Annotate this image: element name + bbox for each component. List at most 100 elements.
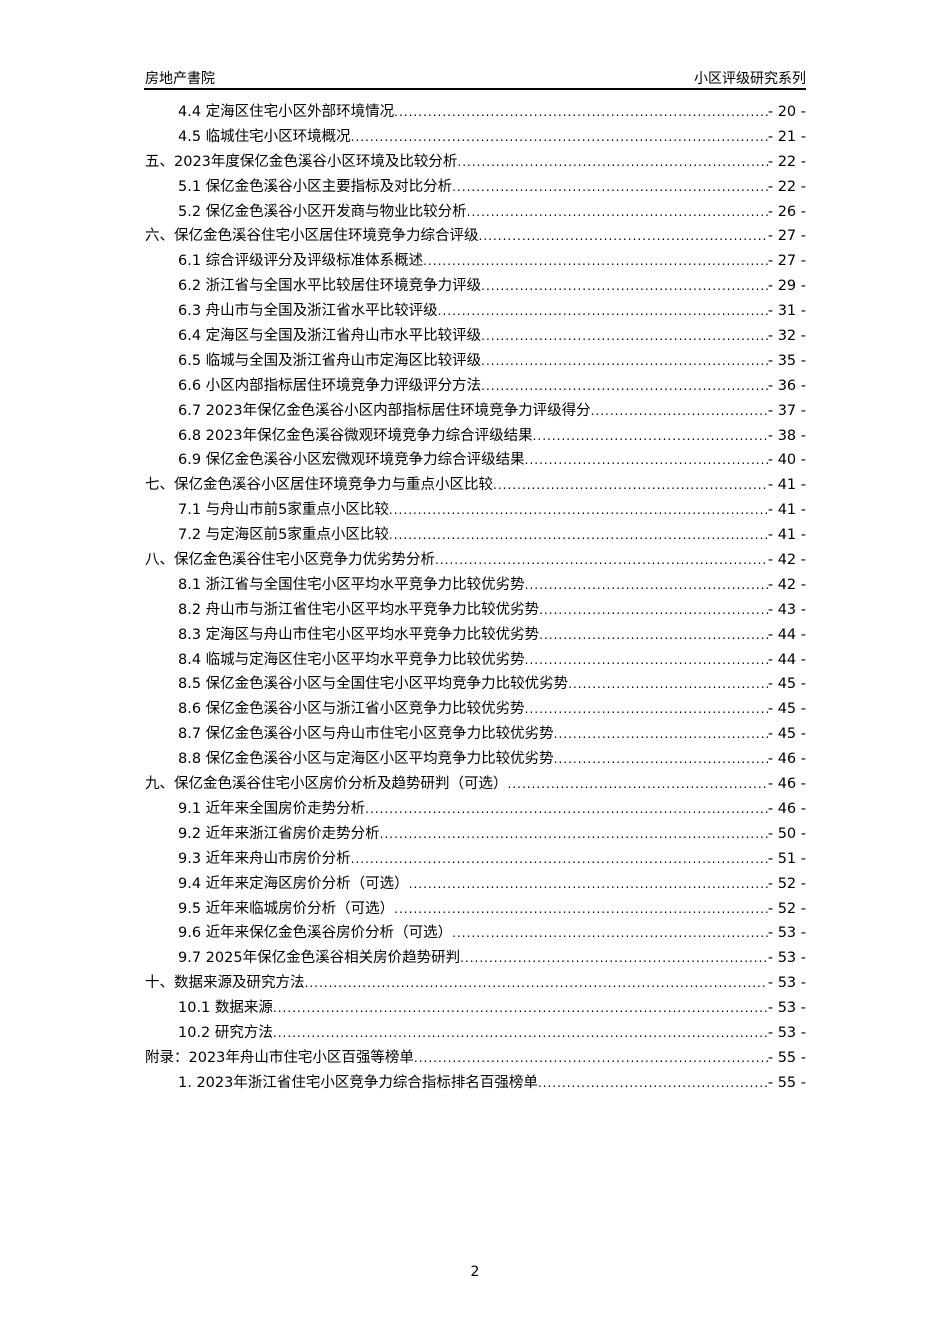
toc-entry[interactable]: 6.8 2023年保亿金色溪谷微观环境竞争力综合评级结果 - 38 -: [145, 424, 806, 449]
toc-entry[interactable]: 8.8 保亿金色溪谷小区与定海区小区平均竞争力比较优劣势 - 46 -: [145, 747, 806, 772]
toc-entry[interactable]: 附录：2023年舟山市住宅小区百强等榜单 - 55 -: [145, 1046, 806, 1071]
toc-entry-page: - 46 -: [767, 776, 806, 793]
page-number: 2: [470, 1264, 480, 1280]
toc-leader-dots: [525, 702, 768, 716]
toc-leader-dots: [467, 205, 768, 219]
toc-entry-label: 7.2 与定海区前5家重点小区比较: [178, 527, 389, 544]
toc-entry-page: - 35 -: [767, 352, 806, 369]
toc-entry-label: 8.4 临城与定海区住宅小区平均水平竞争力比较优劣势: [178, 651, 525, 668]
toc-entry-page: - 36 -: [767, 377, 806, 394]
toc-leader-dots: [481, 379, 768, 393]
toc-entry-page: - 53 -: [767, 950, 806, 967]
toc-entry-label: 10.1 数据来源: [178, 1000, 273, 1017]
toc-leader-dots: [525, 653, 768, 667]
toc-entry-label: 9.1 近年来全国房价走势分析: [178, 800, 366, 817]
toc-leader-dots: [554, 752, 768, 766]
toc-entry-label: 8.3 定海区与舟山市住宅小区平均水平竞争力比较优劣势: [178, 626, 540, 643]
toc-entry-page: - 45 -: [767, 676, 806, 693]
toc-entry[interactable]: 6.7 2023年保亿金色溪谷小区内部指标居住环境竞争力评级得分 - 37 -: [145, 399, 806, 424]
toc-entry[interactable]: 9.7 2025年保亿金色溪谷相关房价趋势研判 - 53 -: [145, 946, 806, 971]
toc-entry[interactable]: 五、2023年度保亿金色溪谷小区环境及比较分析 - 22 -: [145, 150, 806, 175]
toc-entry[interactable]: 6.4 定海区与全国及浙江省舟山市水平比较评级 - 32 -: [145, 324, 806, 349]
toc-entry[interactable]: 六、保亿金色溪谷住宅小区居住环境竞争力综合评级 - 27 -: [145, 224, 806, 249]
header-rule: [144, 88, 806, 90]
toc-entry[interactable]: 8.1 浙江省与全国住宅小区平均水平竞争力比较优劣势 - 42 -: [145, 573, 806, 598]
toc-entry[interactable]: 9.6 近年来保亿金色溪谷房价分析（可选） - 53 -: [145, 921, 806, 946]
toc-entry[interactable]: 10.2 研究方法 - 53 -: [145, 1021, 806, 1046]
toc-entry-page: - 32 -: [767, 328, 806, 345]
toc-leader-dots: [452, 180, 768, 194]
toc-leader-dots: [479, 229, 768, 243]
toc-leader-dots: [438, 304, 768, 318]
toc-entry-label: 6.2 浙江省与全国水平比较居住环境竞争力评级: [178, 278, 482, 295]
toc-entry-page: - 55 -: [767, 1074, 806, 1091]
toc-entry[interactable]: 4.5 临城住宅小区环境概况 - 21 -: [145, 125, 806, 150]
toc-entry[interactable]: 6.6 小区内部指标居住环境竞争力评级评分方法 - 36 -: [145, 374, 806, 399]
toc-entry[interactable]: 6.9 保亿金色溪谷小区宏微观环境竞争力综合评级结果 - 40 -: [145, 448, 806, 473]
toc-entry[interactable]: 8.5 保亿金色溪谷小区与全国住宅小区平均竞争力比较优劣势 - 45 -: [145, 672, 806, 697]
toc-entry[interactable]: 9.1 近年来全国房价走势分析 - 46 -: [145, 797, 806, 822]
toc-entry-label: 6.8 2023年保亿金色溪谷微观环境竞争力综合评级结果: [178, 427, 533, 444]
toc-entry[interactable]: 九、保亿金色溪谷住宅小区房价分析及趋势研判（可选） - 46 -: [145, 772, 806, 797]
toc-leader-dots: [273, 1026, 768, 1040]
toc-leader-dots: [539, 603, 768, 617]
toc-entry[interactable]: 6.1 综合评级评分及评级标准体系概述 - 27 -: [145, 249, 806, 274]
toc-entry-page: - 22 -: [767, 153, 806, 170]
toc-entry[interactable]: 8.7 保亿金色溪谷小区与舟山市住宅小区竞争力比较优劣势 - 45 -: [145, 722, 806, 747]
toc-leader-dots: [591, 404, 768, 418]
toc-leader-dots: [481, 279, 768, 293]
toc-entry[interactable]: 5.2 保亿金色溪谷小区开发商与物业比较分析 - 26 -: [145, 200, 806, 225]
toc-entry[interactable]: 9.4 近年来定海区房价分析（可选） - 52 -: [145, 872, 806, 897]
toc-entry[interactable]: 9.3 近年来舟山市房价分析 - 51 -: [145, 847, 806, 872]
toc-entry[interactable]: 9.5 近年来临城房价分析（可选） - 52 -: [145, 897, 806, 922]
toc-entry[interactable]: 十、数据来源及研究方法 - 53 -: [145, 971, 806, 996]
toc-entry-label: 5.2 保亿金色溪谷小区开发商与物业比较分析: [178, 203, 467, 220]
toc-entry[interactable]: 8.6 保亿金色溪谷小区与浙江省小区竞争力比较优劣势 - 45 -: [145, 697, 806, 722]
toc-entry[interactable]: 4.4 定海区住宅小区外部环境情况 - 20 -: [145, 100, 806, 125]
toc-entry-label: 4.4 定海区住宅小区外部环境情况: [178, 104, 395, 120]
toc-leader-dots: [533, 429, 768, 443]
toc-leader-dots: [457, 155, 767, 169]
toc-entry[interactable]: 6.2 浙江省与全国水平比较居住环境竞争力评级 - 29 -: [145, 274, 806, 299]
toc-entry-page: - 50 -: [767, 825, 806, 842]
toc-entry-page: - 42 -: [767, 576, 806, 593]
toc-entry-label: 8.5 保亿金色溪谷小区与全国住宅小区平均竞争力比较优劣势: [178, 676, 569, 693]
toc-entry[interactable]: 5.1 保亿金色溪谷小区主要指标及对比分析 - 22 -: [145, 175, 806, 200]
toc-entry-label: 6.1 综合评级评分及评级标准体系概述: [178, 253, 424, 270]
toc-leader-dots: [568, 677, 768, 691]
toc-entry-label: 9.7 2025年保亿金色溪谷相关房价趋势研判: [178, 950, 461, 967]
toc-entry[interactable]: 8.2 舟山市与浙江省住宅小区平均水平竞争力比较优劣势 - 43 -: [145, 598, 806, 623]
toc-entry[interactable]: 10.1 数据来源 - 53 -: [145, 996, 806, 1021]
toc-entry[interactable]: 9.2 近年来浙江省房价走势分析 - 50 -: [145, 822, 806, 847]
toc-entry[interactable]: 1. 2023年浙江省住宅小区竞争力综合指标排名百强榜单 - 55 -: [145, 1071, 806, 1096]
toc-entry[interactable]: 8.4 临城与定海区住宅小区平均水平竞争力比较优劣势 - 44 -: [145, 648, 806, 673]
toc-leader-dots: [525, 453, 768, 467]
toc-entry[interactable]: 7.1 与舟山市前5家重点小区比较 - 41 -: [145, 498, 806, 523]
toc-leader-dots: [273, 1001, 768, 1015]
toc-entry[interactable]: 6.3 舟山市与全国及浙江省水平比较评级 - 31 -: [145, 299, 806, 324]
toc-entry-label: 8.8 保亿金色溪谷小区与定海区小区平均竞争力比较优劣势: [178, 751, 554, 768]
toc-entry-label: 9.5 近年来临城房价分析（可选）: [178, 900, 395, 917]
toc-entry-page: - 45 -: [767, 726, 806, 743]
toc-entry-page: - 29 -: [767, 278, 806, 295]
toc-leader-dots: [394, 105, 768, 119]
toc-leader-dots: [414, 1051, 768, 1065]
toc-entry[interactable]: 6.5 临城与全国及浙江省舟山市定海区比较评级 - 35 -: [145, 349, 806, 374]
toc-entry-label: 8.7 保亿金色溪谷小区与舟山市住宅小区竞争力比较优劣势: [178, 726, 554, 743]
toc-entry-page: - 27 -: [767, 228, 806, 245]
toc-entry-page: - 40 -: [767, 452, 806, 469]
toc-leader-dots: [435, 553, 768, 567]
toc-leader-dots: [351, 130, 768, 144]
toc-entry-page: - 53 -: [767, 1000, 806, 1017]
toc-entry[interactable]: 七、保亿金色溪谷小区居住环境竞争力与重点小区比较 - 41 -: [145, 473, 806, 498]
toc-leader-dots: [409, 877, 768, 891]
toc-entry[interactable]: 八、保亿金色溪谷住宅小区竞争力优劣势分析 - 42 -: [145, 548, 806, 573]
toc-entry[interactable]: 8.3 定海区与舟山市住宅小区平均水平竞争力比较优劣势 - 44 -: [145, 623, 806, 648]
toc-entry-label: 9.4 近年来定海区房价分析（可选）: [178, 875, 409, 892]
toc-entry-page: - 53 -: [767, 1024, 806, 1041]
toc-entry-label: 七、保亿金色溪谷小区居住环境竞争力与重点小区比较: [145, 477, 493, 494]
toc-entry[interactable]: 7.2 与定海区前5家重点小区比较 - 41 -: [145, 523, 806, 548]
toc-leader-dots: [460, 951, 768, 965]
toc-entry-page: - 44 -: [767, 626, 806, 643]
